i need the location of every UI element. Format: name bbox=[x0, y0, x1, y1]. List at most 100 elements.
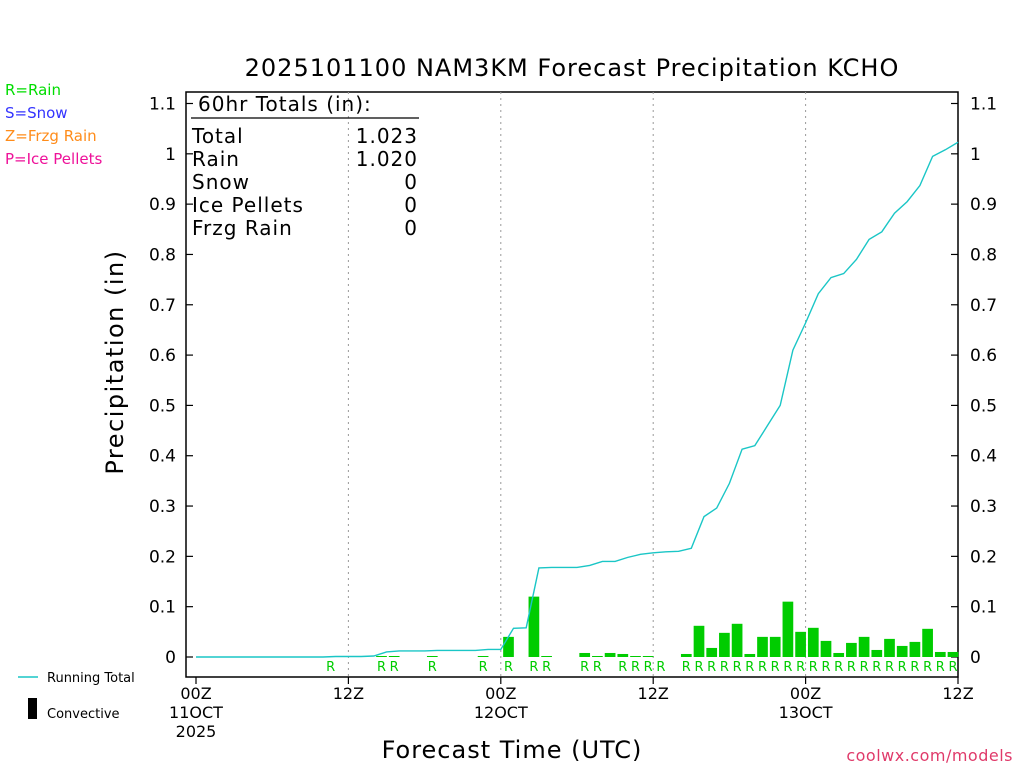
precip-type-mark: R bbox=[923, 660, 932, 675]
precip-type-mark: R bbox=[834, 660, 843, 675]
precip-bar bbox=[376, 655, 387, 657]
y-tick-label-right: 0.6 bbox=[970, 346, 997, 366]
y-tick-label-left: 0.7 bbox=[149, 296, 176, 316]
precip-bar bbox=[858, 636, 870, 657]
precip-bar bbox=[884, 638, 895, 657]
precip-type-mark: R bbox=[821, 660, 830, 675]
gridlines bbox=[347, 92, 807, 677]
x-tick-label: 12Z bbox=[638, 684, 669, 703]
precip-type-mark: R bbox=[733, 660, 742, 675]
precip-type-mark: R bbox=[783, 660, 792, 675]
y-axis-right: 0 0.1 0.2 0.3 0.4 0.5 0.6 0.7 0.8 0.9 1 1.1 bbox=[951, 95, 997, 668]
x-tick-label: 12Z bbox=[333, 684, 364, 703]
precip-bar bbox=[706, 647, 718, 657]
precip-type-mark: R bbox=[593, 660, 602, 675]
y-tick-label-left: 0.3 bbox=[149, 497, 176, 517]
totals-label: Total bbox=[191, 124, 244, 148]
y-tick-label-right: 0.7 bbox=[970, 296, 997, 316]
totals-value: 0 bbox=[404, 170, 418, 194]
totals-value: 1.020 bbox=[356, 147, 418, 171]
totals-value: 0 bbox=[404, 216, 418, 240]
x-tick-label: 12Z bbox=[942, 684, 973, 703]
precip-type-mark: R bbox=[682, 660, 691, 675]
totals-label: Frzg Rain bbox=[192, 216, 293, 240]
x-tick-label: 13OCT bbox=[779, 703, 833, 722]
precip-bar bbox=[782, 601, 794, 657]
y-tick-label-left: 0.5 bbox=[149, 396, 176, 416]
precip-bar bbox=[744, 653, 756, 657]
type-legend-item: Z=Frzg Rain bbox=[5, 127, 97, 145]
precip-bar bbox=[846, 642, 857, 657]
x-tick-label: 00Z bbox=[485, 684, 516, 703]
precip-bar bbox=[579, 652, 591, 657]
x-axis-label: Forecast Time (UTC) bbox=[382, 736, 643, 764]
totals-header: 60hr Totals (in): bbox=[198, 92, 372, 116]
precip-bar bbox=[719, 632, 730, 657]
y-tick-label-left: 0.9 bbox=[149, 195, 176, 215]
precip-type-mark: R bbox=[720, 660, 729, 675]
y-tick-label-left: 0.2 bbox=[149, 547, 176, 567]
precip-bar bbox=[833, 652, 845, 657]
credit-text: coolwx.com/models bbox=[846, 746, 1013, 765]
totals-label: Snow bbox=[192, 170, 250, 194]
totals-value: 1.023 bbox=[356, 124, 418, 148]
x-tick-label: 11OCT bbox=[169, 703, 223, 722]
precip-type-mark: R bbox=[885, 660, 894, 675]
series-legend-label: Running Total bbox=[47, 671, 135, 686]
x-tick-label: 12OCT bbox=[474, 703, 528, 722]
y-tick-label-right: 1 bbox=[970, 145, 981, 165]
y-tick-label-right: 0.5 bbox=[970, 396, 997, 416]
plot-frame bbox=[185, 91, 959, 678]
precip-bar bbox=[592, 655, 603, 657]
chart-title: 2025101100 NAM3KM Forecast Precipitation… bbox=[245, 54, 900, 82]
running-total bbox=[196, 141, 959, 658]
precip-type-mark: R bbox=[694, 660, 703, 675]
y-tick-label-right: 0.2 bbox=[970, 547, 997, 567]
precip-type-mark: R bbox=[948, 660, 957, 675]
precip-bar bbox=[871, 649, 883, 657]
precip-type-mark: R bbox=[771, 660, 780, 675]
type-legend: R=Rain S=Snow Z=Frzg Rain P=Ice Pellets bbox=[5, 81, 102, 168]
y-tick-label-left: 1 bbox=[165, 145, 176, 165]
totals-label: Rain bbox=[192, 147, 240, 171]
totals-value: 0 bbox=[404, 193, 418, 217]
precip-bar bbox=[541, 656, 552, 657]
precip-type-mark: R bbox=[707, 660, 716, 675]
series-legend-label: Convective bbox=[47, 707, 120, 722]
precip-bar bbox=[769, 636, 781, 657]
y-tick-label-right: 0.9 bbox=[970, 195, 997, 215]
precip-bar bbox=[807, 627, 819, 657]
precip-type-mark: R bbox=[860, 660, 869, 675]
precip-bar bbox=[693, 625, 705, 657]
precip-type-mark: R bbox=[656, 660, 665, 675]
y-tick-label-right: 0.1 bbox=[970, 598, 997, 618]
bars bbox=[338, 596, 959, 657]
precip-bar bbox=[795, 631, 806, 657]
y-tick-label-left: 0 bbox=[165, 648, 176, 668]
totals-box: 60hr Totals (in): Total 1.023 Rain 1.020 Snow… bbox=[191, 92, 419, 240]
precip-type-mark: R bbox=[631, 660, 640, 675]
y-tick-label-right: 1.1 bbox=[970, 95, 997, 115]
type-legend-item: S=Snow bbox=[5, 104, 68, 122]
precip-bar bbox=[820, 640, 832, 657]
precip-bar bbox=[896, 645, 908, 657]
precip-bar bbox=[680, 653, 692, 657]
precip-type-mark: R bbox=[644, 660, 653, 675]
x-tick-label: 00Z bbox=[180, 684, 211, 703]
y-axis-label: Precipitation (in) bbox=[101, 249, 129, 474]
y-tick-label-left: 0.4 bbox=[149, 447, 176, 467]
y-tick-label-right: 0.4 bbox=[970, 447, 997, 467]
precip-type-mark: R bbox=[745, 660, 754, 675]
precip-bar bbox=[630, 655, 641, 657]
precip-bar bbox=[947, 651, 959, 657]
precip-type-mark: R bbox=[847, 660, 856, 675]
precip-bar bbox=[604, 652, 616, 657]
precip-type-mark: R bbox=[936, 660, 945, 675]
precip-type-mark: R bbox=[326, 660, 335, 675]
precip-bar bbox=[528, 596, 540, 657]
precip-bar bbox=[477, 656, 489, 657]
precip-bar bbox=[757, 636, 768, 657]
precip-type-mark: R bbox=[796, 660, 805, 675]
